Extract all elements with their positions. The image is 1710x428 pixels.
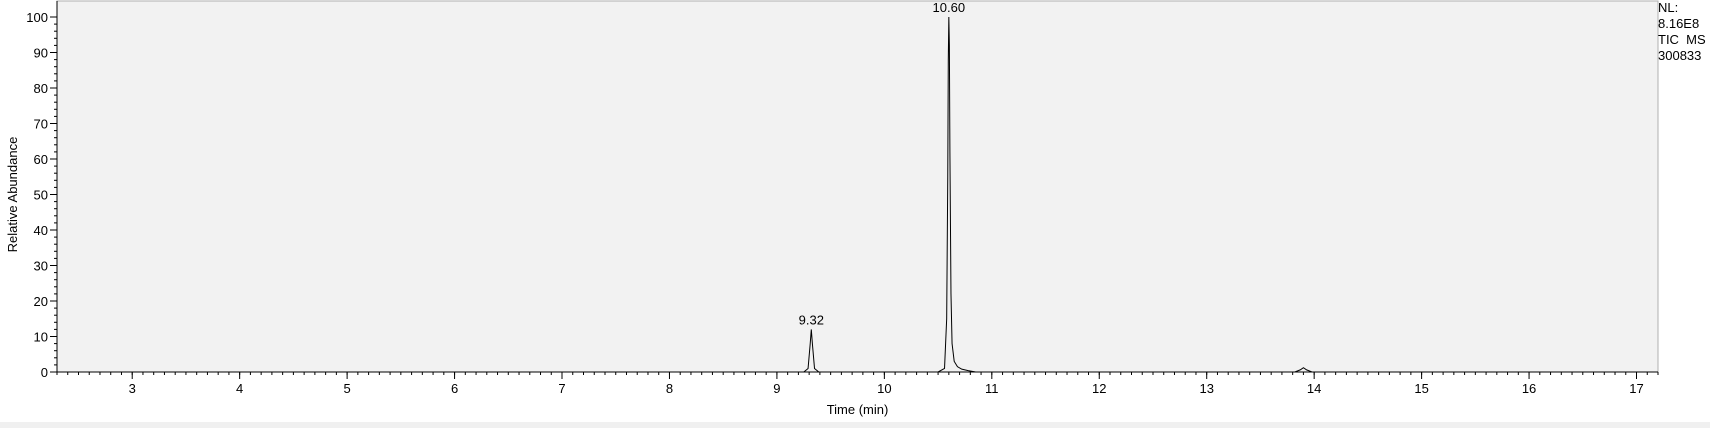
peak-label: 9.32 xyxy=(799,312,824,327)
y-tick-label: 70 xyxy=(34,117,48,132)
trace-type: TIC MS xyxy=(1658,32,1706,47)
x-axis-ticks: 3 4 5 6 7 8 9 10 11 12 13 14 15 16 17 xyxy=(129,372,1644,396)
y-tick-label: 100 xyxy=(26,10,48,25)
x-tick-label: 17 xyxy=(1629,381,1643,396)
plot-area xyxy=(56,0,1659,373)
x-tick-label: 5 xyxy=(343,381,350,396)
x-tick-label: 16 xyxy=(1522,381,1536,396)
x-tick-label: 11 xyxy=(985,381,999,396)
y-tick-label: 10 xyxy=(34,330,48,345)
trace-info: NL: 8.16E8 TIC MS 300833 xyxy=(1658,0,1706,64)
y-tick-label: 30 xyxy=(34,259,48,274)
x-tick-label: 8 xyxy=(666,381,673,396)
tic-trace-line xyxy=(57,16,1658,373)
x-tick-label: 10 xyxy=(877,381,891,396)
y-tick-label: 20 xyxy=(34,294,48,309)
peak-labels: 9.32 10.60 xyxy=(799,0,965,327)
nl-label: NL: xyxy=(1658,0,1679,15)
x-tick-label: 3 xyxy=(129,381,136,396)
y-tick-label: 50 xyxy=(34,188,48,203)
x-tick-label: 9 xyxy=(773,381,780,396)
x-tick-label: 12 xyxy=(1092,381,1106,396)
x-tick-label: 7 xyxy=(558,381,565,396)
bottom-band xyxy=(0,422,1710,428)
y-tick-label: 60 xyxy=(34,152,48,167)
nl-value: 8.16E8 xyxy=(1658,16,1700,31)
y-tick-label: 0 xyxy=(41,365,48,380)
x-tick-label: 15 xyxy=(1414,381,1428,396)
y-axis-ticks: 0 10 20 30 40 50 60 70 80 90 100 xyxy=(26,10,57,380)
x-axis-title: Time (min) xyxy=(827,402,889,417)
y-tick-label: 90 xyxy=(34,46,48,61)
y-tick-label: 80 xyxy=(34,81,48,96)
file-name: 300833 xyxy=(1658,48,1702,63)
x-tick-label: 6 xyxy=(451,381,458,396)
peak-label: 10.60 xyxy=(933,0,966,15)
y-axis-title: Relative Abundance xyxy=(5,137,20,253)
x-tick-label: 14 xyxy=(1307,381,1321,396)
y-tick-label: 40 xyxy=(34,223,48,238)
x-tick-label: 4 xyxy=(236,381,243,396)
x-tick-label: 13 xyxy=(1199,381,1213,396)
